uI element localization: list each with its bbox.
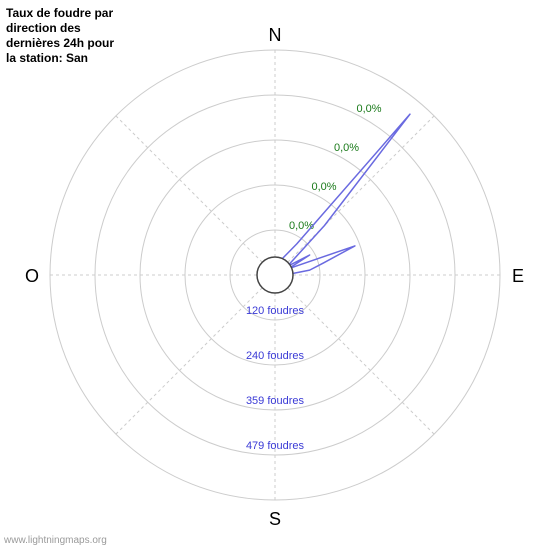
foudres-label: 120 foudres [246,305,305,317]
axis-line [116,116,275,275]
cardinal-e: E [512,266,524,286]
pct-label: 0,0% [356,103,381,115]
cardinal-w: O [25,266,39,286]
pct-label: 0,0% [311,181,336,193]
cardinal-n: N [269,25,282,45]
axis-line [275,116,434,275]
center-circle [257,257,293,293]
pct-label: 0,0% [289,220,314,232]
foudres-label: 479 foudres [246,440,305,452]
foudres-label: 359 foudres [246,395,305,407]
foudres-label: 240 foudres [246,350,305,362]
rose-polygon [266,114,410,285]
pct-label: 0,0% [334,142,359,154]
polar-chart: N E S O 0,0% 0,0% 0,0% 0,0% 120 foudres 240 foudr… [0,0,550,550]
cardinal-s: S [269,509,281,529]
